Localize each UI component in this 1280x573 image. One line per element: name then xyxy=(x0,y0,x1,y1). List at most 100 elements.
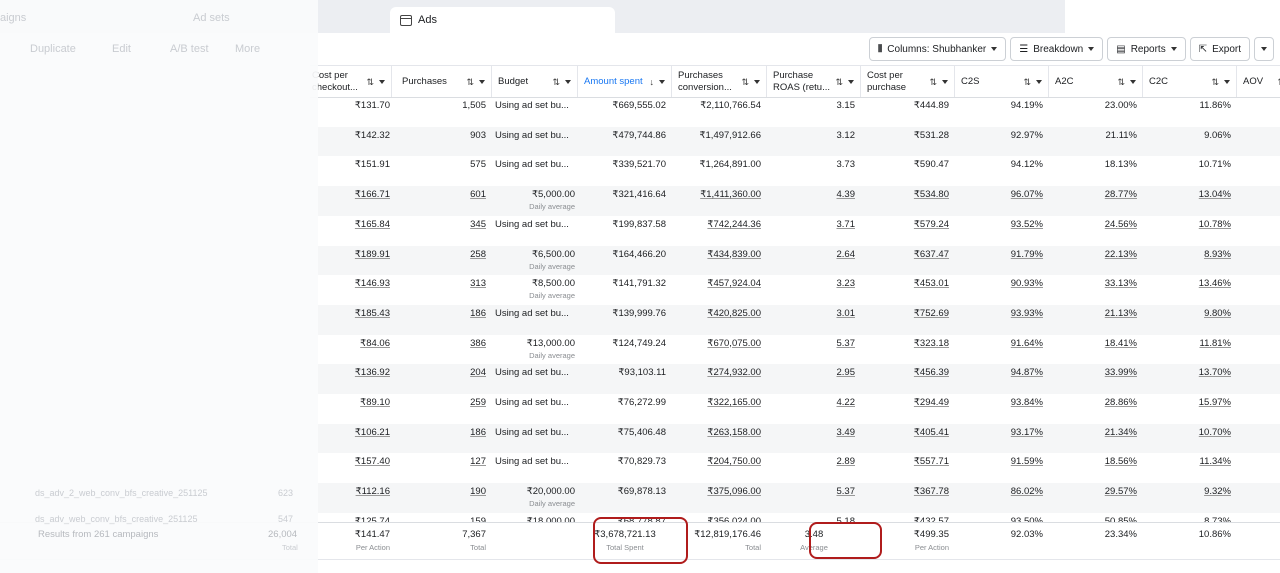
column-header-budget[interactable]: Budget ⇅ xyxy=(492,66,578,97)
cell-a2c[interactable]: 21.13% xyxy=(1049,305,1143,335)
cell-cpp[interactable]: ₹557.71 xyxy=(861,453,955,483)
cell-a2c[interactable]: 21.34% xyxy=(1049,424,1143,454)
sort-icon[interactable]: ⇅ xyxy=(552,76,560,87)
cell-conv[interactable]: ₹322,165.00 xyxy=(672,394,767,424)
cell-purchases[interactable]: 186 xyxy=(396,424,492,454)
cell-roas[interactable]: 4.39 xyxy=(767,186,861,216)
cell-cpp[interactable]: ₹294.49 xyxy=(861,394,955,424)
cell-c2c[interactable]: 9.80% xyxy=(1143,305,1237,335)
cell-conv[interactable]: ₹263,158.00 xyxy=(672,424,767,454)
table-row[interactable]: ₹125.74 159 ₹18,000.00 ₹68,778.87 ₹356,024.0… xyxy=(310,513,1280,522)
sort-descending-icon[interactable]: ↓ xyxy=(649,76,655,87)
cell-cpp[interactable]: ₹405.41 xyxy=(861,424,955,454)
cell-cpp[interactable]: ₹579.24 xyxy=(861,216,955,246)
cell-c2s[interactable]: 93.93% xyxy=(955,305,1049,335)
cell-purchases[interactable]: 386 xyxy=(396,335,492,365)
cell-conv[interactable]: ₹670,075.00 xyxy=(672,335,767,365)
tab-campaigns[interactable]: aigns xyxy=(0,12,27,24)
chevron-down-icon[interactable] xyxy=(379,79,385,84)
cell-c2c[interactable]: 10.78% xyxy=(1143,216,1237,246)
cell-a2c[interactable]: 22.13% xyxy=(1049,246,1143,276)
table-row[interactable]: ₹142.32 903 Using ad set bu... ₹479,744.86 ₹… xyxy=(310,126,1280,157)
ab-test-button[interactable]: A/B test xyxy=(170,43,209,55)
cell-conv[interactable]: ₹742,244.36 xyxy=(672,216,767,246)
column-header-aov[interactable]: AOV ⇅ xyxy=(1237,66,1280,97)
duplicate-button[interactable]: Duplicate xyxy=(30,43,76,55)
column-header-a2c[interactable]: A2C ⇅ xyxy=(1049,66,1143,97)
cell-conv[interactable]: ₹204,750.00 xyxy=(672,453,767,483)
chevron-down-icon[interactable] xyxy=(659,79,665,84)
cell-c2s[interactable]: 86.02% xyxy=(955,483,1049,513)
cell-c2c[interactable]: 8.93% xyxy=(1143,246,1237,276)
cell-roas[interactable]: 5.18 xyxy=(767,513,861,522)
table-row[interactable]: ₹166.71 601 ₹5,000.00 Daily average ₹321,416… xyxy=(310,186,1280,216)
chevron-down-icon[interactable] xyxy=(565,79,571,84)
table-row[interactable]: ₹84.06 386 ₹13,000.00 Daily average ₹124,749… xyxy=(310,335,1280,365)
cell-purchases[interactable]: 313 xyxy=(396,275,492,305)
chevron-down-icon[interactable] xyxy=(1224,79,1230,84)
cell-c2c[interactable]: 11.34% xyxy=(1143,453,1237,483)
cell-roas[interactable]: 2.95 xyxy=(767,364,861,394)
cell-purchases[interactable]: 345 xyxy=(396,216,492,246)
cell-conv[interactable]: ₹1,411,360.00 xyxy=(672,186,767,216)
cell-c2c[interactable]: 9.32% xyxy=(1143,483,1237,513)
sort-icon[interactable]: ⇅ xyxy=(1211,76,1219,87)
table-row[interactable]: ₹89.10 259 Using ad set bu... ₹76,272.99 ₹32… xyxy=(310,394,1280,424)
cell-cpc[interactable]: ₹166.71 xyxy=(310,186,396,216)
cell-conv[interactable]: ₹356,024.00 xyxy=(672,513,767,522)
cell-c2s[interactable]: 91.79% xyxy=(955,246,1049,276)
cell-roas[interactable]: 3.49 xyxy=(767,424,861,454)
cell-roas[interactable]: 3.01 xyxy=(767,305,861,335)
breakdown-button[interactable]: ☰ Breakdown xyxy=(1010,37,1104,61)
sort-icon[interactable]: ⇅ xyxy=(1277,76,1280,88)
sort-icon[interactable]: ⇅ xyxy=(1023,76,1031,87)
more-button[interactable]: More xyxy=(235,43,261,55)
cell-c2s[interactable]: 93.17% xyxy=(955,424,1049,454)
cell-cpc[interactable]: ₹165.84 xyxy=(310,216,396,246)
cell-purchases[interactable]: 190 xyxy=(396,483,492,513)
columns-button[interactable]: ⦀ Columns: Shubhanker xyxy=(868,37,1007,61)
cell-conv[interactable]: ₹375,096.00 xyxy=(672,483,767,513)
cell-roas[interactable]: 3.23 xyxy=(767,275,861,305)
reports-button[interactable]: ▤ Reports xyxy=(1107,37,1186,61)
cell-a2c[interactable]: 18.41% xyxy=(1049,335,1143,365)
cell-roas[interactable]: 3.71 xyxy=(767,216,861,246)
cell-conv[interactable]: ₹434,839.00 xyxy=(672,246,767,276)
chevron-down-icon[interactable] xyxy=(1036,79,1042,84)
chevron-down-icon[interactable] xyxy=(1130,79,1136,84)
chevron-down-icon[interactable] xyxy=(754,79,760,84)
cell-c2c[interactable]: 13.46% xyxy=(1143,275,1237,305)
tab-ad-sets[interactable]: Ad sets xyxy=(193,12,230,24)
cell-cpc[interactable]: ₹185.43 xyxy=(310,305,396,335)
table-row[interactable]: ₹157.40 127 Using ad set bu... ₹70,829.73 ₹2… xyxy=(310,453,1280,483)
cell-c2c[interactable]: 13.04% xyxy=(1143,186,1237,216)
cell-a2c[interactable]: 33.99% xyxy=(1049,364,1143,394)
cell-purchases[interactable]: 127 xyxy=(396,453,492,483)
edit-button[interactable]: Edit xyxy=(112,43,131,55)
cell-roas[interactable]: 5.37 xyxy=(767,335,861,365)
cell-cpp[interactable]: ₹432.57 xyxy=(861,513,955,522)
cell-a2c[interactable]: 28.77% xyxy=(1049,186,1143,216)
cell-roas[interactable]: 5.37 xyxy=(767,483,861,513)
cell-cpp[interactable]: ₹534.80 xyxy=(861,186,955,216)
column-header-cpp[interactable]: Cost per purchase ⇅ xyxy=(861,66,955,97)
cell-c2s[interactable]: 94.87% xyxy=(955,364,1049,394)
cell-cpc[interactable]: ₹89.10 xyxy=(310,394,396,424)
cell-purchases[interactable]: 601 xyxy=(396,186,492,216)
cell-roas[interactable]: 2.64 xyxy=(767,246,861,276)
cell-c2s[interactable]: 91.64% xyxy=(955,335,1049,365)
table-row[interactable]: ₹185.43 186 Using ad set bu... ₹139,999.76 ₹… xyxy=(310,304,1280,335)
cell-c2c[interactable]: 11.81% xyxy=(1143,335,1237,365)
cell-c2s[interactable]: 93.84% xyxy=(955,394,1049,424)
table-row[interactable]: ₹136.92 204 Using ad set bu... ₹93,103.11 ₹2… xyxy=(310,364,1280,394)
sort-icon[interactable]: ⇅ xyxy=(835,76,843,87)
cell-cpc[interactable]: ₹112.16 xyxy=(310,483,396,513)
cell-cpc[interactable]: ₹189.91 xyxy=(310,246,396,276)
cell-c2s[interactable]: 90.93% xyxy=(955,275,1049,305)
cell-c2c[interactable]: 10.70% xyxy=(1143,424,1237,454)
cell-purchases[interactable]: 186 xyxy=(396,305,492,335)
cell-purchases[interactable]: 159 xyxy=(396,513,492,522)
cell-cpc[interactable]: ₹106.21 xyxy=(310,424,396,454)
cell-c2s[interactable]: 93.50% xyxy=(955,513,1049,522)
column-header-cpc[interactable]: Cost per checkout... ⇅ xyxy=(306,66,392,97)
